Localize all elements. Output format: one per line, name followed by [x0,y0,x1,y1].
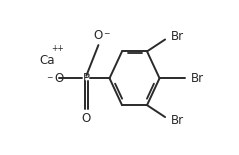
Text: ++: ++ [51,44,64,53]
Text: Ca: Ca [39,54,55,67]
Text: P: P [83,72,90,85]
Text: O: O [54,72,64,85]
Text: Br: Br [171,114,184,126]
Text: Br: Br [191,72,204,85]
Text: O: O [82,112,91,125]
Text: −: − [103,29,110,38]
Text: −: − [46,73,53,82]
Text: Br: Br [171,30,184,43]
Text: O: O [94,29,103,42]
